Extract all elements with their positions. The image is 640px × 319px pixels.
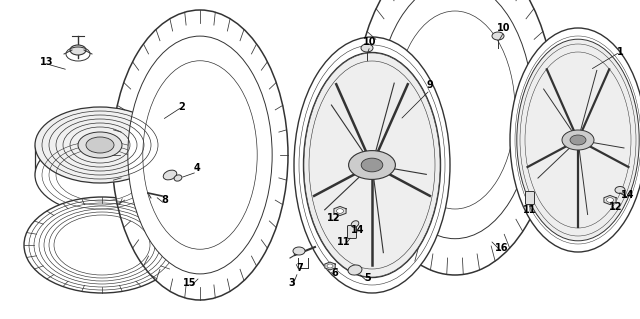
Text: 10: 10	[364, 37, 377, 47]
Text: 8: 8	[161, 195, 168, 205]
Ellipse shape	[615, 187, 625, 194]
Text: 9: 9	[427, 80, 433, 90]
Text: 14: 14	[351, 225, 365, 235]
Text: 13: 13	[40, 57, 54, 67]
Ellipse shape	[303, 52, 440, 278]
Ellipse shape	[143, 61, 257, 249]
FancyBboxPatch shape	[348, 226, 356, 239]
Ellipse shape	[510, 28, 640, 252]
Text: 3: 3	[289, 278, 296, 288]
Ellipse shape	[78, 132, 122, 158]
Text: 11: 11	[524, 205, 537, 215]
Ellipse shape	[86, 137, 114, 153]
Text: 12: 12	[327, 213, 340, 223]
Ellipse shape	[517, 39, 639, 241]
Text: 7: 7	[296, 263, 303, 273]
Ellipse shape	[35, 107, 165, 183]
Ellipse shape	[607, 198, 614, 202]
Ellipse shape	[163, 170, 177, 180]
Ellipse shape	[293, 247, 305, 255]
Text: 6: 6	[332, 268, 339, 278]
Text: 11: 11	[337, 237, 351, 247]
Ellipse shape	[355, 0, 555, 275]
Text: 5: 5	[365, 273, 371, 283]
Ellipse shape	[128, 36, 272, 274]
Ellipse shape	[24, 197, 180, 293]
Text: 1: 1	[616, 47, 623, 57]
Text: 14: 14	[621, 190, 635, 200]
Ellipse shape	[351, 221, 359, 227]
Text: 16: 16	[495, 243, 509, 253]
Polygon shape	[334, 206, 346, 216]
Ellipse shape	[361, 158, 383, 172]
Ellipse shape	[327, 264, 333, 268]
Text: 4: 4	[194, 163, 200, 173]
Ellipse shape	[570, 135, 586, 145]
Ellipse shape	[349, 151, 396, 179]
Polygon shape	[604, 196, 616, 204]
Text: 10: 10	[497, 23, 511, 33]
Ellipse shape	[174, 175, 182, 181]
Text: 12: 12	[609, 202, 623, 212]
Ellipse shape	[562, 130, 594, 150]
Ellipse shape	[361, 44, 373, 52]
Ellipse shape	[492, 32, 504, 40]
Ellipse shape	[112, 10, 288, 300]
Text: 2: 2	[179, 102, 186, 112]
FancyBboxPatch shape	[525, 191, 534, 204]
Ellipse shape	[395, 11, 515, 209]
Ellipse shape	[337, 209, 344, 213]
Text: 15: 15	[183, 278, 196, 288]
Ellipse shape	[35, 137, 165, 213]
Ellipse shape	[377, 0, 533, 239]
Ellipse shape	[348, 265, 362, 275]
Ellipse shape	[70, 45, 86, 55]
Polygon shape	[325, 262, 335, 270]
Ellipse shape	[294, 37, 450, 293]
